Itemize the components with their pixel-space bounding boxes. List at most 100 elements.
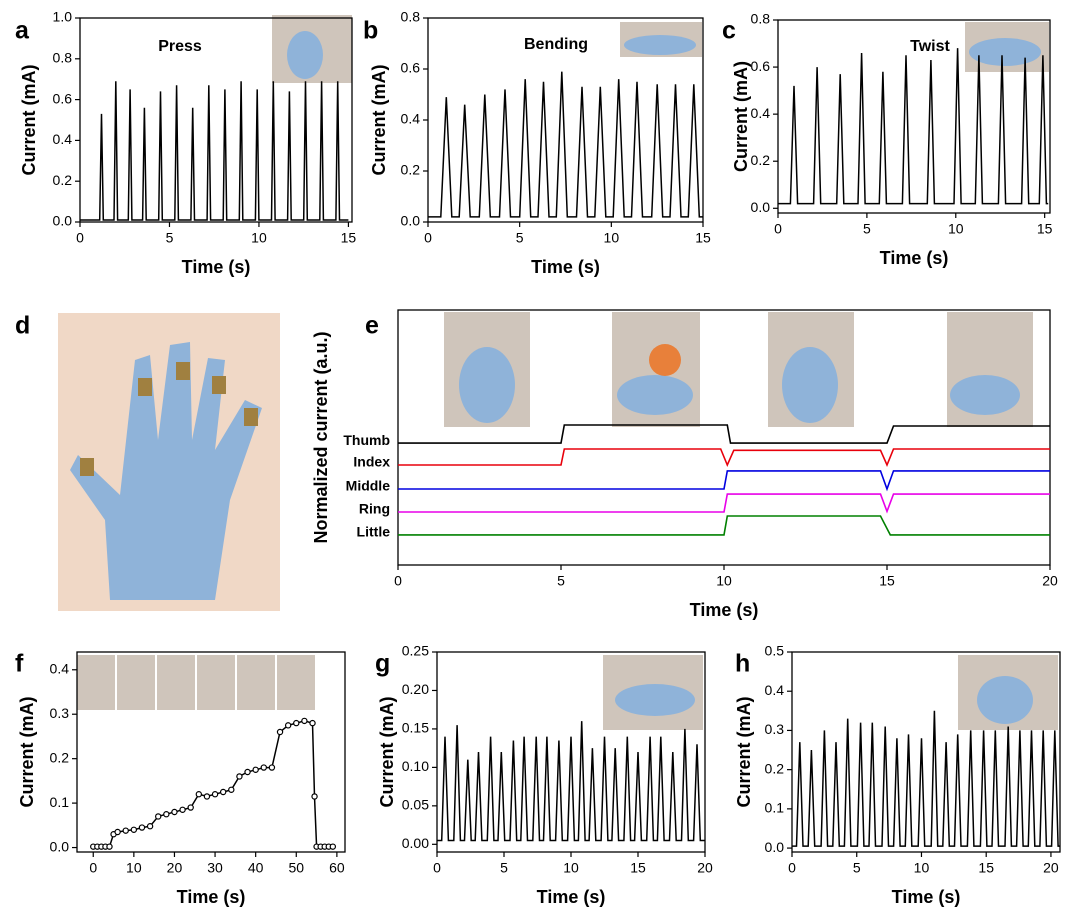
x-tick-label: 20	[1043, 860, 1059, 876]
x-tick-label: 5	[863, 221, 871, 237]
y-tick-label: 0.00	[402, 835, 429, 851]
x-tick-label: 10	[914, 860, 930, 876]
x-tick-label: 0	[774, 221, 782, 237]
y-tick-label: 0.0	[53, 213, 73, 229]
x-tick-label: 20	[1042, 573, 1058, 589]
panel-letter: c	[722, 17, 736, 45]
panel-letter: e	[365, 312, 379, 340]
panel-title: Press	[158, 38, 202, 55]
y-tick-label: 0.4	[765, 682, 785, 698]
x-tick-label: 0	[424, 230, 432, 246]
series-line	[398, 425, 1050, 443]
x-tick-label: 10	[948, 221, 964, 237]
data-point	[204, 794, 209, 799]
x-axis-title: Time (s)	[182, 257, 251, 277]
data-point	[123, 828, 128, 833]
inset-glove	[459, 347, 515, 423]
y-axis-title: Current (mA)	[19, 64, 39, 175]
y-tick-label: 0.20	[402, 681, 429, 697]
y-axis-title: Current (mA)	[734, 696, 754, 807]
x-tick-label: 5	[500, 860, 508, 876]
y-tick-label: 0.2	[50, 749, 70, 765]
data-point	[261, 765, 266, 770]
x-tick-label: 5	[853, 860, 861, 876]
data-point	[269, 765, 274, 770]
x-tick-label: 10	[563, 860, 579, 876]
y-tick-label: 0.8	[751, 11, 771, 27]
x-tick-label: 15	[695, 230, 711, 246]
data-point	[245, 769, 250, 774]
inset-photo	[237, 655, 275, 710]
y-tick-label: 0.2	[53, 172, 73, 188]
series-label: Little	[357, 524, 391, 540]
y-tick-label: 0.8	[401, 9, 421, 25]
data-line	[437, 721, 705, 840]
series-label: Thumb	[343, 432, 390, 448]
x-tick-label: 15	[1037, 221, 1053, 237]
x-tick-label: 10	[604, 230, 620, 246]
inset-photo	[157, 655, 195, 710]
y-axis-title: Current (mA)	[731, 61, 751, 172]
y-axis-title: Current (mA)	[17, 696, 37, 807]
x-tick-label: 10	[716, 573, 732, 589]
data-point	[212, 792, 217, 797]
y-tick-label: 0.5	[765, 643, 785, 659]
y-tick-label: 0.0	[401, 213, 421, 229]
inset-glove	[977, 676, 1033, 724]
panel-letter: g	[375, 650, 390, 678]
x-axis-title: Time (s)	[537, 887, 606, 907]
data-point	[302, 718, 307, 723]
inset-glove	[782, 347, 838, 423]
x-tick-label: 20	[697, 860, 713, 876]
x-axis-title: Time (s)	[531, 257, 600, 277]
inset-ball	[649, 344, 681, 376]
panel-letter: b	[363, 17, 378, 45]
panel-letter: a	[15, 17, 30, 45]
inset-photo	[117, 655, 155, 710]
x-tick-label: 15	[978, 860, 994, 876]
x-tick-label: 50	[288, 860, 304, 876]
sensor	[80, 458, 94, 476]
y-tick-label: 0.25	[402, 643, 429, 659]
y-tick-label: 0.4	[50, 660, 70, 676]
x-tick-label: 5	[516, 230, 524, 246]
panel-letter: h	[735, 650, 750, 678]
series-line	[398, 516, 1050, 535]
data-point	[172, 809, 177, 814]
y-tick-label: 1.0	[53, 9, 73, 25]
x-axis-title: Time (s)	[880, 248, 949, 268]
inset-photo	[197, 655, 235, 710]
data-line	[792, 711, 1060, 846]
y-tick-label: 0.0	[751, 199, 771, 215]
y-tick-label: 0.2	[401, 162, 421, 178]
data-point	[131, 827, 136, 832]
sensor	[176, 362, 190, 380]
data-point	[107, 844, 112, 849]
x-tick-label: 20	[167, 860, 183, 876]
x-tick-label: 5	[166, 230, 174, 246]
y-tick-label: 0.0	[50, 838, 70, 854]
panel-title: Twist	[910, 38, 950, 55]
data-point	[277, 729, 282, 734]
x-tick-label: 5	[557, 573, 565, 589]
y-axis-title: Current (mA)	[369, 64, 389, 175]
y-tick-label: 0.10	[402, 758, 429, 774]
y-axis-title: Normalized current (a.u.)	[311, 331, 331, 543]
x-tick-label: 30	[207, 860, 223, 876]
data-point	[330, 844, 335, 849]
inset-photo	[77, 655, 115, 710]
x-tick-label: 40	[248, 860, 264, 876]
data-point	[310, 721, 315, 726]
sensor	[138, 378, 152, 396]
figure: d a Press Time (s) Current (mA) 0 5 10 15 0.0 0.2…	[0, 0, 1065, 909]
data-line	[80, 81, 348, 220]
x-axis-title: Time (s)	[690, 600, 759, 620]
series-line	[398, 494, 1050, 512]
sensor	[244, 408, 258, 426]
inset-glove	[615, 684, 695, 716]
y-tick-label: 0.8	[53, 50, 73, 66]
panel-letter: d	[15, 312, 30, 340]
data-point	[294, 721, 299, 726]
y-axis-title: Current (mA)	[377, 696, 397, 807]
data-point	[164, 812, 169, 817]
